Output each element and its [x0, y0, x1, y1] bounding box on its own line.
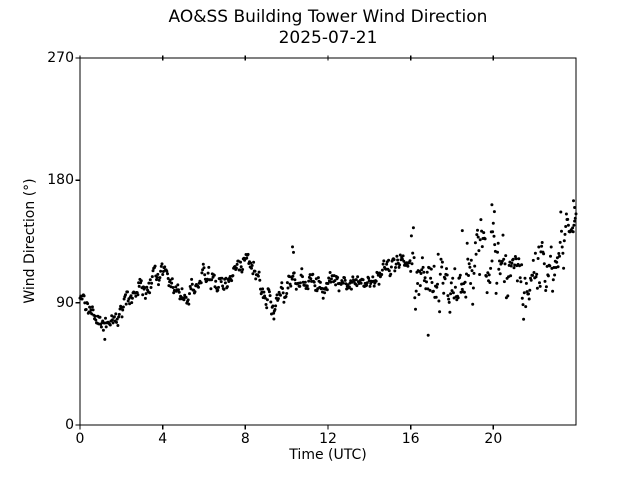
y-tick-label-90: 90	[56, 294, 74, 311]
y-tick-label-270: 270	[47, 50, 74, 66]
chart-title: AO&SS Building Tower Wind Direction 2025…	[169, 7, 488, 48]
chart-title-line1: AO&SS Building Tower Wind Direction	[168, 7, 488, 27]
y-tick-label-180: 180	[47, 172, 74, 189]
x-tick-label-20: 20	[484, 431, 503, 447]
x-tick-label-12: 12	[319, 431, 337, 447]
y-tick-label-0: 0	[65, 417, 74, 433]
scatter-points	[78, 199, 578, 341]
x-tick-label-16: 16	[401, 431, 420, 447]
axis-tick-marks	[75, 55, 494, 430]
x-axis-label: Time (UTC)	[289, 447, 367, 463]
x-tick-label-0: 0	[75, 431, 85, 447]
axes-spines	[79, 57, 577, 426]
chart-title-line2: 2025-07-21	[278, 27, 378, 48]
x-tick-label-8: 8	[240, 431, 250, 447]
y-axis-label: Wind Direction (°)	[22, 178, 38, 304]
x-tick-label-4: 4	[158, 431, 168, 447]
